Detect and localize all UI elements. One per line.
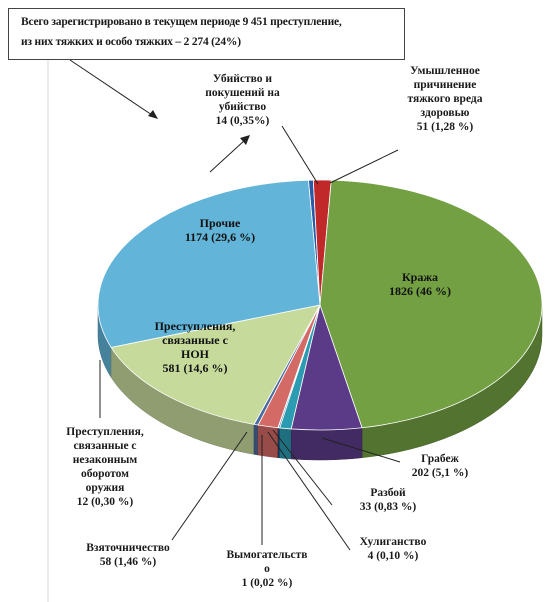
label-extortion: Вымогательств о 1 (0,02 %) [222,548,312,590]
slice-side-разбой [279,427,292,460]
pie-slices [97,179,543,461]
label-harm: Умышленное причинение тяжкого вреда здор… [385,64,505,134]
label-extortion-l3: 1 (0,02 %) [241,577,293,589]
label-other-l1: Прочие [199,216,241,230]
label-harm-l2: причинение [413,79,477,91]
murder-arrow-line [209,139,246,173]
label-theft: Кража 1826 (46 %) [370,270,470,298]
label-robbery-l1: Грабеж [421,453,459,465]
label-weapons-l2: связанные с [73,440,137,452]
label-theft-l1: Кража [401,270,439,284]
label-theft-l2: 1826 (46 %) [389,284,451,298]
hooligan-leader [267,431,351,551]
label-robbery: Грабеж 202 (5,1 %) [395,452,485,480]
label-harm-l4: здоровью [420,107,470,119]
header-arrow-head [148,110,158,119]
label-drugs-l4: 581 (14,6 %) [162,361,228,375]
label-bribery: Взяточничество 58 (1,46 %) [73,541,183,569]
label-murder-l4: 14 (0,35%) [215,115,270,127]
harm-leader [329,149,399,184]
label-other: Прочие 1174 (29,6 %) [165,216,275,244]
slice-side-преступления-связанные-с-незаконным-оборотом-оружия [253,424,259,456]
label-assault-l1: Разбой [370,487,406,499]
label-harm-l1: Умышленное [410,65,480,77]
label-weapons-l1: Преступления, [66,426,144,438]
label-weapons: Преступления, связанные с незаконным обо… [55,425,155,509]
label-bribery-l1: Взяточничество [86,542,170,554]
label-murder-l2: покушений на [205,87,280,99]
murder-arrow-head [240,135,250,145]
label-hooligan-l2: 4 (0,10 %) [367,550,419,562]
label-weapons-l3: незаконным [72,454,138,466]
label-drugs-l3: НОН [180,347,209,361]
label-murder-l1: Убийство и [212,73,273,85]
summary-line-2: из них тяжких и особо тяжких – 2 274 (24… [21,36,241,48]
label-extortion-l1: Вымогательств [226,549,308,561]
label-weapons-l6: 12 (0,30 %) [76,496,134,508]
label-hooligan: Хулиганство 4 (0,10 %) [343,535,443,563]
label-assault-l2: 33 (0,83 %) [359,501,417,513]
slice-прочие [97,179,321,348]
label-harm-l3: тяжкого вреда [407,93,483,105]
label-bribery-l2: 58 (1,46 %) [99,556,157,568]
slice-преступления-связанные-с-нон [110,304,321,425]
murder-leader [281,125,319,185]
label-murder: Убийство и покушений на убийство 14 (0,3… [195,72,290,128]
summary-line-1: Всего зарегистрировано в текущем периоде… [21,16,342,28]
label-assault: Разбой 33 (0,83 %) [343,486,433,514]
leader-lines [69,59,401,551]
label-hooligan-l1: Хулиганство [359,536,427,548]
label-weapons-l4: оборотом [81,468,129,480]
header-arrow-line [69,59,153,116]
slice-side-грабеж [290,427,363,461]
label-harm-l5: 51 (1,28 %) [416,121,474,133]
label-drugs: Преступления, связанные с НОН 581 (14,6 … [140,319,250,375]
label-robbery-l2: 202 (5,1 %) [411,467,469,479]
bribery-leader [171,431,248,541]
label-weapons-l5: оружия [85,482,125,494]
robbery-leader [321,437,401,463]
label-drugs-l2: связанные с [162,333,228,347]
slice-кража [319,179,543,429]
label-other-l2: 1174 (29,6 %) [184,230,256,244]
assault-leader [272,429,333,506]
label-murder-l3: убийство [218,101,267,113]
label-extortion-l2: о [264,563,270,575]
label-drugs-l1: Преступления, [154,319,236,333]
summary-box: Всего зарегистрировано в текущем периоде… [8,8,405,60]
